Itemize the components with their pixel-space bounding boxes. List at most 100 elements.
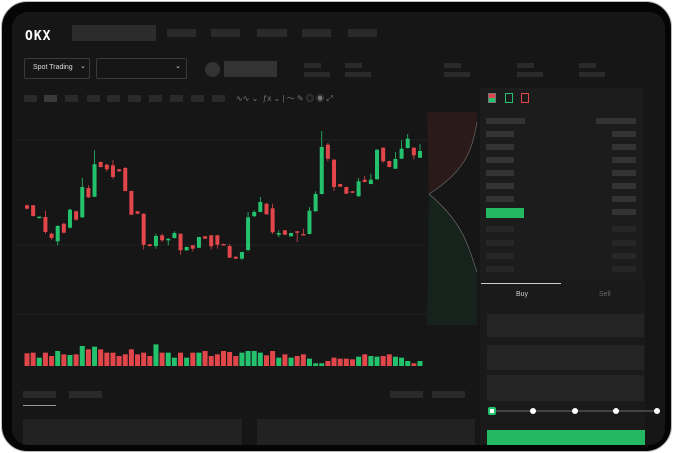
pencil-icon[interactable]: ✎	[296, 94, 304, 103]
search-bar[interactable]	[72, 25, 156, 41]
candle-body	[344, 187, 349, 194]
slider-step[interactable]	[571, 408, 578, 414]
filter-button[interactable]	[390, 391, 423, 398]
interval-button[interactable]	[44, 95, 57, 102]
buy-button[interactable]	[487, 430, 645, 445]
volume-bar	[55, 351, 61, 366]
volume-bar	[251, 351, 257, 366]
candle-body	[276, 233, 281, 235]
candle-body	[135, 211, 140, 214]
buy-tab[interactable]: Buy	[516, 291, 529, 298]
volume-bar	[331, 357, 337, 366]
interval-button[interactable]	[212, 95, 225, 102]
volume-bar	[380, 356, 386, 366]
interval-button[interactable]	[87, 95, 100, 102]
candle-body	[325, 144, 330, 159]
candle-body	[221, 244, 226, 246]
volume-bar	[98, 349, 104, 366]
volume-bar	[178, 352, 184, 366]
more-button[interactable]	[432, 391, 465, 398]
volume-bar	[313, 363, 319, 366]
spot-trading-dropdown[interactable]: Spot Trading ⌄	[24, 58, 90, 79]
volume-bar	[171, 357, 177, 366]
candle-body	[350, 191, 355, 193]
candle-body	[110, 165, 115, 177]
ask-amount	[612, 157, 636, 163]
ask-price	[486, 157, 514, 163]
volume-bar	[263, 355, 269, 366]
ask-amount	[596, 118, 636, 124]
orderbook-view-asks-icon[interactable]	[521, 93, 529, 103]
volume-bar	[399, 357, 405, 366]
candle-body	[356, 181, 361, 197]
volume-bar	[319, 363, 325, 366]
price-input[interactable]	[487, 314, 644, 337]
sell-tab[interactable]: Sell	[599, 291, 611, 298]
interval-button[interactable]	[107, 95, 120, 102]
fx-icon[interactable]: ƒx ⌄	[262, 94, 281, 103]
volume-bar	[239, 352, 245, 366]
assets-card	[257, 419, 475, 445]
orderbook-view-bids-icon[interactable]	[505, 93, 513, 103]
nav-item[interactable]	[167, 29, 196, 37]
candle-body	[368, 179, 373, 184]
candle-body	[25, 205, 29, 209]
chevron-down-icon: ⌄	[175, 63, 181, 70]
orderbook-view-both-icon[interactable]	[488, 93, 496, 103]
bid-amount	[612, 266, 636, 272]
camera-icon[interactable]: ◎	[305, 94, 314, 103]
volume-bar	[67, 355, 73, 366]
candle-body	[209, 235, 214, 247]
nav-item[interactable]	[211, 29, 240, 37]
volume-bar	[73, 354, 79, 366]
volume-bar	[202, 351, 208, 366]
interval-button[interactable]	[65, 95, 78, 102]
candle-body	[362, 179, 367, 182]
interval-button[interactable]	[170, 95, 183, 102]
line-tool-icon[interactable]: 〜	[286, 94, 295, 103]
volume-bar	[42, 352, 48, 366]
candle-body	[387, 161, 392, 167]
slider-step[interactable]	[612, 408, 619, 414]
volume-bar	[245, 351, 251, 366]
ask-price	[486, 196, 514, 202]
bid-price	[486, 240, 514, 246]
interval-button[interactable]	[128, 95, 141, 102]
interval-button[interactable]	[149, 95, 162, 102]
candle-body	[313, 194, 318, 212]
volume-bar	[325, 361, 331, 366]
volume-bar	[411, 363, 417, 366]
trading-screen: OKX Spot Trading ⌄ ⌄ ∿∿ ⌄ ƒx ⌄ | 〜 ✎ ◎ ◉…	[12, 12, 665, 445]
slider-step[interactable]	[530, 408, 537, 414]
volume-bar	[233, 356, 239, 366]
interval-button[interactable]	[24, 95, 37, 102]
nav-item[interactable]	[348, 29, 377, 37]
nav-item[interactable]	[302, 29, 331, 37]
candle-body	[190, 245, 195, 249]
fullscreen-icon[interactable]: ⤢	[326, 94, 333, 103]
tool-icons: ∿∿ ⌄ ƒx ⌄ | 〜 ✎ ◎ ◉ ⤢	[236, 94, 333, 103]
nav-item[interactable]	[257, 29, 287, 37]
volume-bar	[300, 354, 306, 366]
orders-card	[23, 419, 242, 445]
tab-open-orders[interactable]	[23, 391, 56, 398]
candle-body	[282, 230, 287, 235]
total-input[interactable]	[487, 375, 644, 401]
stat-value	[579, 72, 605, 77]
settings-icon[interactable]: ◉	[316, 94, 325, 103]
tab-order-history[interactable]	[69, 391, 102, 398]
interval-button[interactable]	[191, 95, 204, 102]
candlestick-chart[interactable]	[12, 12, 665, 445]
slider-step[interactable]	[654, 408, 660, 414]
candle-body	[160, 235, 165, 241]
volume-bar	[368, 356, 374, 366]
indicator-icon[interactable]: ∿∿ ⌄	[236, 94, 259, 103]
slider-step-selected[interactable]	[488, 407, 496, 415]
stat-value	[444, 72, 470, 77]
pair-selector[interactable]: ⌄	[96, 58, 187, 79]
amount-input[interactable]	[487, 345, 644, 370]
okx-logo[interactable]: OKX	[25, 29, 52, 44]
stat-value	[345, 72, 371, 77]
candle-body	[80, 187, 85, 218]
candle-body	[399, 148, 404, 159]
